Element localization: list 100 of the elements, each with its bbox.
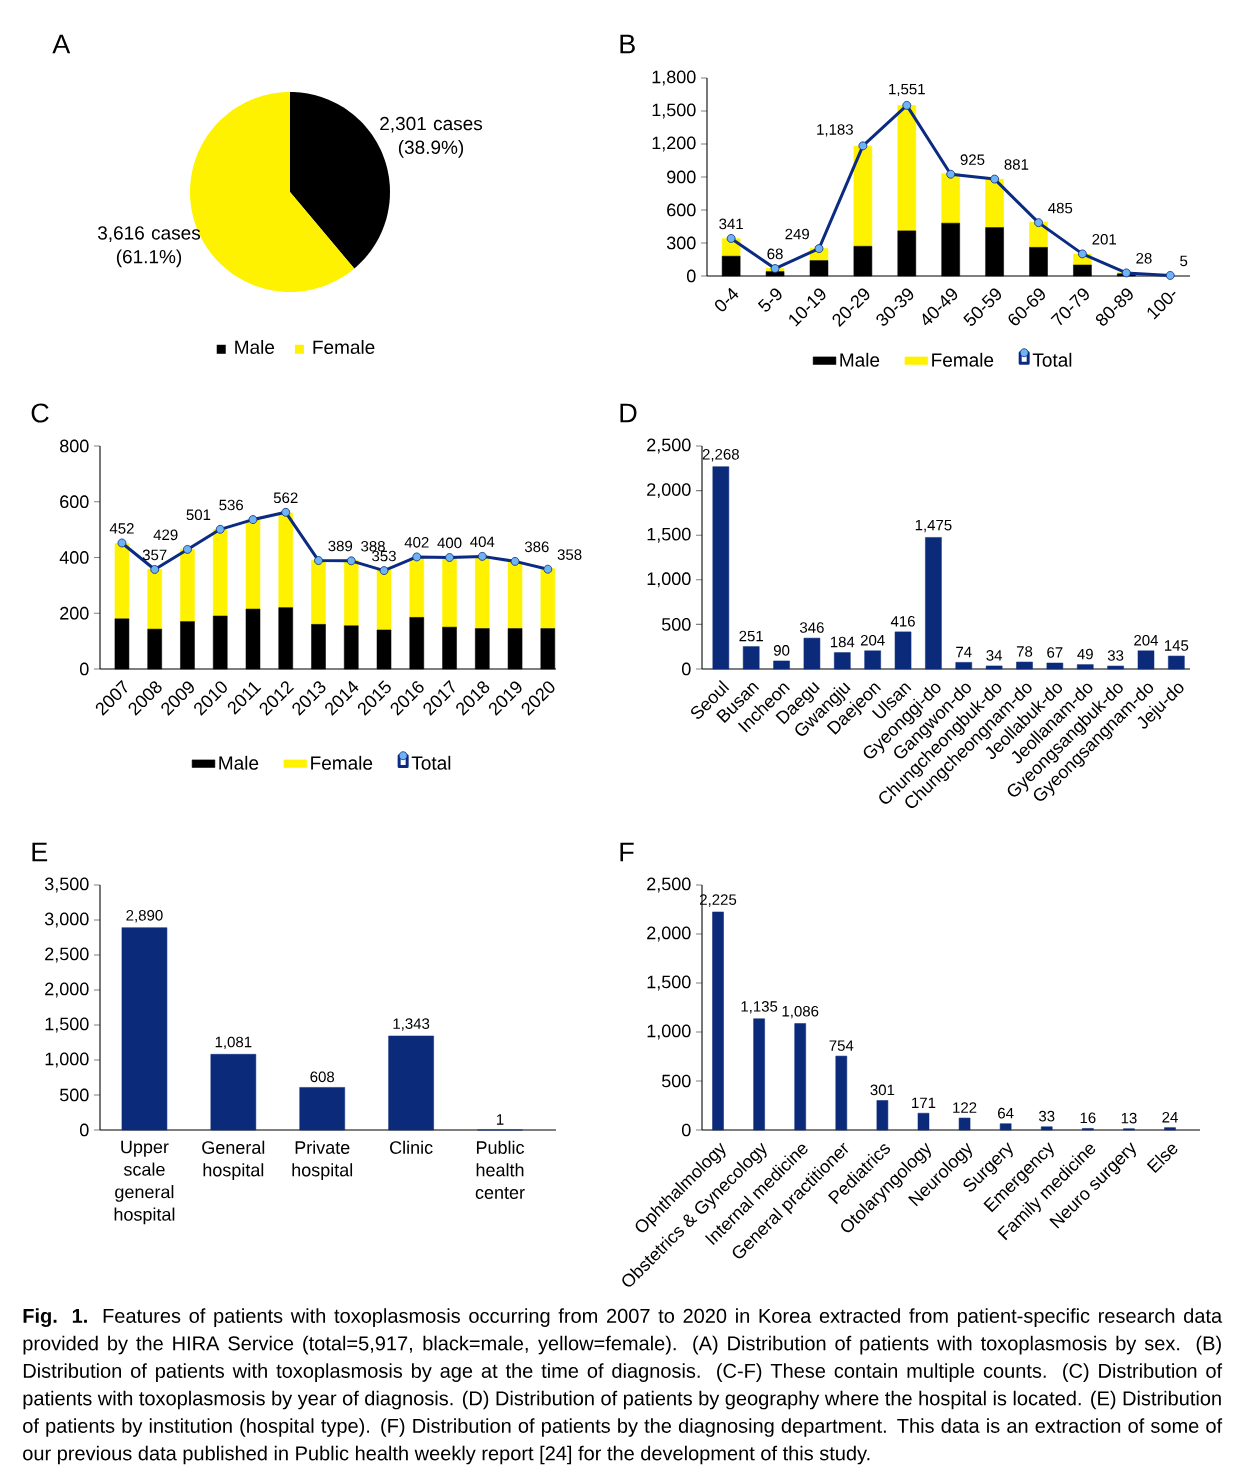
chart-title: A: [52, 34, 71, 54]
text: Fig. 1. Features of patients with toxoplasmosis occurring from 2007 to 2020 in Korea extracted from patient-specific research data provided by the HIRA Service (total=5,917, black=male, yellow=female). (A) Distribution of patients with toxoplasmosis by sex. (B) Distribution of patients with toxoplasmosis by age at the time of diagnosis. (C-F) These contain multiple counts. (C) Distribution of patients with toxoplasmosis by year of diagnosis. (D) Distribution of patients by geography where the hospital is located. (E) Distribution of patients by institution (hospital type). (F) Distribution of patients by the diagnosing department. This data is an extraction of some of our previous data published in Public health weekly report [24] for the development of this study.: [23, 1308, 1223, 1465]
y-tick-label: 1,200: [652, 136, 696, 152]
data-label: 1,343: [393, 1018, 430, 1031]
data-label: 1,086: [782, 1005, 819, 1019]
x-tick-label: 0-4: [715, 287, 739, 312]
y-tick-label: 1,000: [45, 1052, 89, 1068]
data-label: 562: [273, 492, 298, 504]
data-label: 28: [1136, 253, 1152, 264]
data-label: 145: [1164, 640, 1189, 651]
data-label: 68: [767, 248, 783, 260]
data-label: 49: [1077, 648, 1093, 660]
x-tick-label: Else: [1146, 1144, 1178, 1174]
data-label: 2,225: [700, 894, 737, 907]
x-tick-label: 5-9: [757, 288, 782, 312]
data-label: 402: [404, 537, 429, 548]
data-label: 357: [142, 549, 167, 561]
y-tick-label: 500: [661, 1074, 691, 1088]
legend-label: Female: [311, 755, 373, 770]
data-label: 536: [219, 499, 244, 511]
data-label: 1,135: [741, 1001, 778, 1014]
data-label: 33: [1038, 1110, 1055, 1122]
chart-title: C: [31, 403, 49, 423]
y-tick-label: 200: [60, 606, 89, 620]
y-tick-label: 1,500: [647, 527, 691, 543]
x-tick-label: Upper scale general hospital: [114, 1140, 175, 1225]
data-label: 389: [328, 540, 353, 552]
x-tick-label: Private hospital: [292, 1140, 353, 1180]
legend-label: Male: [235, 340, 275, 354]
legend-label: Total: [411, 755, 451, 770]
data-label: 1,081: [215, 1036, 252, 1050]
data-label: 301: [870, 1084, 895, 1096]
data-label: 341: [719, 218, 743, 230]
data-label: 2,268: [702, 449, 739, 462]
data-label: 501: [186, 509, 211, 521]
data-label: 16: [1080, 1112, 1096, 1124]
y-tick-label: 0: [681, 662, 691, 676]
y-tick-label: 1,500: [45, 1017, 89, 1033]
y-tick-label: 0: [686, 269, 696, 283]
legend-label: Male: [840, 352, 880, 367]
y-tick-label: 800: [60, 439, 89, 453]
legend-label: Total: [1032, 352, 1072, 367]
x-tick-label: Clinic: [390, 1140, 433, 1154]
data-label: 754: [829, 1040, 854, 1051]
data-label: 1: [496, 1114, 504, 1125]
y-tick-label: 1,500: [652, 103, 696, 119]
data-label: 346: [799, 622, 824, 633]
data-label: 5: [1180, 255, 1188, 267]
data-label: 386: [524, 541, 549, 553]
data-label: 204: [1134, 634, 1159, 646]
y-tick-label: 2,000: [45, 982, 89, 998]
y-tick-label: 0: [79, 662, 89, 676]
y-tick-label: 2,500: [45, 947, 89, 963]
data-label: 429: [153, 529, 178, 541]
y-tick-label: 0: [79, 1123, 89, 1137]
data-label: 201: [1092, 233, 1116, 245]
data-label: 388: [361, 540, 385, 552]
data-label: 64: [998, 1107, 1014, 1119]
data-label: 171: [912, 1097, 936, 1108]
y-tick-label: 1,800: [652, 70, 696, 86]
chart-title: E: [32, 842, 48, 862]
y-tick-label: 2,000: [647, 483, 691, 499]
legend-label: Male: [219, 755, 259, 770]
y-tick-label: 0: [681, 1123, 691, 1137]
data-label: 358: [557, 549, 582, 560]
y-tick-label: 900: [667, 170, 696, 184]
data-label: 1,183: [817, 124, 853, 137]
chart-title: F: [620, 842, 634, 862]
y-tick-label: 2,500: [647, 438, 691, 454]
y-tick-label: 300: [666, 236, 696, 250]
y-tick-label: 500: [661, 618, 691, 631]
y-tick-label: 3,500: [44, 877, 89, 893]
data-label: 251: [739, 630, 763, 642]
data-label: 184: [830, 636, 855, 648]
chart-title: D: [620, 403, 637, 423]
data-label: 416: [890, 616, 915, 627]
x-tick-label: General hospital: [202, 1140, 265, 1180]
data-label: 24: [1162, 1111, 1178, 1123]
y-tick-label: 400: [59, 551, 89, 564]
data-label: 33: [1107, 650, 1124, 661]
data-label: 452: [109, 523, 134, 534]
data-label: 881: [1004, 159, 1029, 170]
data-label: 122: [953, 1102, 977, 1113]
data-label: 90: [773, 645, 790, 656]
data-label: 34: [986, 650, 1003, 661]
data-label: 204: [860, 634, 885, 646]
x-tick-label: 100-: [1147, 291, 1176, 320]
data-label: 2,301 cases (38.9%): [380, 116, 483, 158]
data-label: 74: [956, 646, 972, 658]
y-tick-label: 1,000: [647, 1024, 691, 1040]
data-label: 3,616 cases (61.1%): [97, 226, 201, 268]
y-tick-label: 600: [60, 495, 89, 509]
data-label: 608: [310, 1071, 335, 1083]
data-label: 404: [470, 536, 495, 548]
legend-label: Female: [313, 340, 375, 354]
data-label: 2,890: [126, 910, 163, 923]
chart-title: B: [620, 34, 635, 54]
x-tick-label: Public health center: [475, 1140, 525, 1199]
y-tick-label: 600: [667, 203, 696, 217]
y-tick-label: 1,000: [647, 572, 691, 588]
